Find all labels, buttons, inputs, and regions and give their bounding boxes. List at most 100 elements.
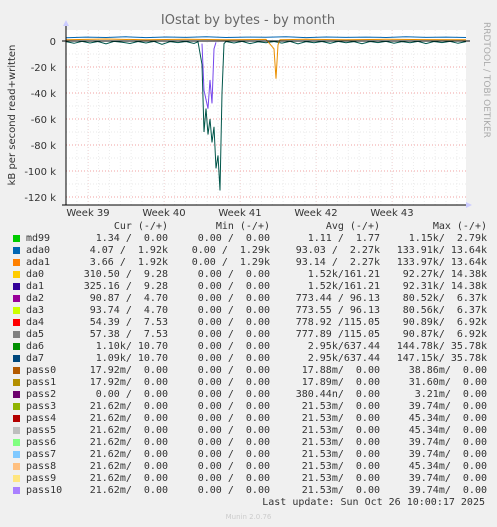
legend-cur: 1.10k/ 10.70 xyxy=(95,341,168,352)
legend-cur: 57.38 / 7.53 xyxy=(89,329,168,340)
y-tick-label: -80 k xyxy=(31,141,57,152)
series-line-blue xyxy=(65,36,467,39)
legend-name: da4 xyxy=(26,317,45,328)
legend-swatch xyxy=(13,439,20,446)
legend-max: 39.74m/ 0.00 xyxy=(408,401,487,412)
legend-max: 90.87k/ 6.92k xyxy=(402,329,487,340)
legend-row: pass0 17.92m/ 0.00 0.00 / 0.00 17.88m/ 0.00… xyxy=(10,365,490,377)
legend-swatch xyxy=(13,235,20,242)
legend-max: 92.27k/ 14.38k xyxy=(402,269,487,280)
legend-avg: 21.53m/ 0.00 xyxy=(301,413,380,424)
legend-min: 0.00 / 0.00 xyxy=(197,353,270,364)
legend-min: 0.00 / 0.00 xyxy=(197,461,270,472)
x-tick-label: Week 42 xyxy=(294,208,337,219)
legend-max: 80.56k/ 6.37k xyxy=(402,305,487,316)
legend-min: 0.00 / 0.00 xyxy=(197,401,270,412)
last-update: Last update: Sun Oct 26 10:00:17 2025 xyxy=(262,497,485,508)
legend-row: da2 90.87 / 4.70 0.00 / 0.00 773.44 / 96.13… xyxy=(10,293,490,305)
x-axis-arrow-icon xyxy=(466,202,472,208)
legend-max: 38.86m/ 0.00 xyxy=(408,365,487,376)
legend-avg: 17.88m/ 0.00 xyxy=(301,365,380,376)
legend-name: pass9 xyxy=(26,473,57,484)
legend-avg: 21.53m/ 0.00 xyxy=(301,461,380,472)
legend-row: da0 310.50 / 9.28 0.00 / 0.00 1.52k/161.21 9… xyxy=(10,269,490,281)
legend-name: pass6 xyxy=(26,437,57,448)
legend-swatch xyxy=(13,247,20,254)
legend-name: da6 xyxy=(26,341,45,352)
legend-avg: 1.52k/161.21 xyxy=(307,269,380,280)
legend-max: 45.34m/ 0.00 xyxy=(408,425,487,436)
legend-avg: 1.52k/161.21 xyxy=(307,281,380,292)
legend-swatch xyxy=(13,475,20,482)
legend-header: Cur (-/+) Min (-/+) Avg (-/+) Max (-/+) xyxy=(10,221,490,233)
legend-min: 0.00 / 0.00 xyxy=(197,413,270,424)
legend-min: 0.00 / 0.00 xyxy=(197,365,270,376)
legend-max: 133.91k/ 13.64k xyxy=(396,245,487,256)
y-ticks: 0 -20 k -40 k -60 k -80 k -100 k -120 k xyxy=(24,37,56,204)
x-tick-label: Week 40 xyxy=(142,208,185,219)
legend-name: ada0 xyxy=(26,245,51,256)
legend-row: ada0 4.07 / 1.92k 0.00 / 1.29k 93.03 / 2.27… xyxy=(10,245,490,257)
legend-name: da0 xyxy=(26,269,45,280)
legend-min: 0.00 / 0.00 xyxy=(197,425,270,436)
legend-cur: 21.62m/ 0.00 xyxy=(89,413,168,424)
legend-swatch xyxy=(13,331,20,338)
legend-cur: 21.62m/ 0.00 xyxy=(89,425,168,436)
legend-name: da7 xyxy=(26,353,45,364)
legend-min: 0.00 / 0.00 xyxy=(197,329,270,340)
legend-name: da3 xyxy=(26,305,45,316)
legend-swatch xyxy=(13,319,20,326)
y-axis-label: kB per second read+written xyxy=(7,45,18,186)
legend-max: 39.74m/ 0.00 xyxy=(408,437,487,448)
legend-cur: 3.66 / 1.92k xyxy=(89,257,168,268)
legend-name: da2 xyxy=(26,293,45,304)
legend-min: 0.00 / 0.00 xyxy=(197,341,270,352)
legend-min: 0.00 / 0.00 xyxy=(197,485,270,496)
legend-min: 0.00 / 0.00 xyxy=(197,437,270,448)
legend-swatch xyxy=(13,367,20,374)
x-tick-label: Week 43 xyxy=(370,208,413,219)
legend-name: pass0 xyxy=(26,365,57,376)
legend-avg: 21.53m/ 0.00 xyxy=(301,473,380,484)
legend-cur: 21.62m/ 0.00 xyxy=(89,449,168,460)
legend-min: 0.00 / 0.00 xyxy=(197,473,270,484)
legend-cur: 17.92m/ 0.00 xyxy=(89,365,168,376)
y-tick-label: -100 k xyxy=(24,167,56,178)
legend-min: 0.00 / 0.00 xyxy=(197,305,270,316)
chart-title: IOstat by bytes - by month xyxy=(161,13,335,28)
y-tick-label: 0 xyxy=(50,37,56,48)
legend-name: pass8 xyxy=(26,461,57,472)
legend-min: 0.00 / 0.00 xyxy=(197,389,270,400)
legend-cur: 21.62m/ 0.00 xyxy=(89,473,168,484)
legend-max: 133.97k/ 13.64k xyxy=(396,257,487,268)
legend-swatch xyxy=(13,403,20,410)
legend-max: 1.15k/ 2.79k xyxy=(408,233,487,244)
header-max: Max (-/+) xyxy=(432,221,487,232)
legend-row: da4 54.39 / 7.53 0.00 / 0.00 778.92 /115.05… xyxy=(10,317,490,329)
legend-row: pass2 0.00 / 0.00 0.00 / 0.00 380.44n/ 0.00… xyxy=(10,389,490,401)
legend-min: 0.00 / 0.00 xyxy=(197,281,270,292)
legend-cur: 90.87 / 4.70 xyxy=(89,293,168,304)
legend-name: pass5 xyxy=(26,425,57,436)
legend-swatch xyxy=(13,271,20,278)
series-line-sdb xyxy=(201,42,217,109)
legend-cur: 310.50 / 9.28 xyxy=(83,269,168,280)
legend-row: ada1 3.66 / 1.92k 0.00 / 1.29k 93.14 / 2.27… xyxy=(10,257,490,269)
legend-avg: 21.53m/ 0.00 xyxy=(301,425,380,436)
legend-swatch xyxy=(13,451,20,458)
legend-swatch xyxy=(13,487,20,494)
rrdtool-label: RRDTOOL / TOBI OETIKER xyxy=(481,22,491,138)
legend-name: pass7 xyxy=(26,449,57,460)
legend-max: 92.31k/ 14.38k xyxy=(402,281,487,292)
legend-row: pass1 17.92m/ 0.00 0.00 / 0.00 17.89m/ 0.00… xyxy=(10,377,490,389)
y-tick-label: -120 k xyxy=(24,193,56,204)
legend-row: pass3 21.62m/ 0.00 0.00 / 0.00 21.53m/ 0.00… xyxy=(10,401,490,413)
legend-max: 3.21m/ 0.00 xyxy=(414,389,487,400)
legend-avg: 21.53m/ 0.00 xyxy=(301,401,380,412)
legend-row: pass4 21.62m/ 0.00 0.00 / 0.00 21.53m/ 0.00… xyxy=(10,413,490,425)
legend-row: da3 93.74 / 4.70 0.00 / 0.00 773.55 / 96.13… xyxy=(10,305,490,317)
legend-swatch xyxy=(13,379,20,386)
legend-avg: 1.11 / 1.77 xyxy=(307,233,380,244)
legend-min: 0.00 / 1.29k xyxy=(191,257,270,268)
legend-swatch xyxy=(13,283,20,290)
